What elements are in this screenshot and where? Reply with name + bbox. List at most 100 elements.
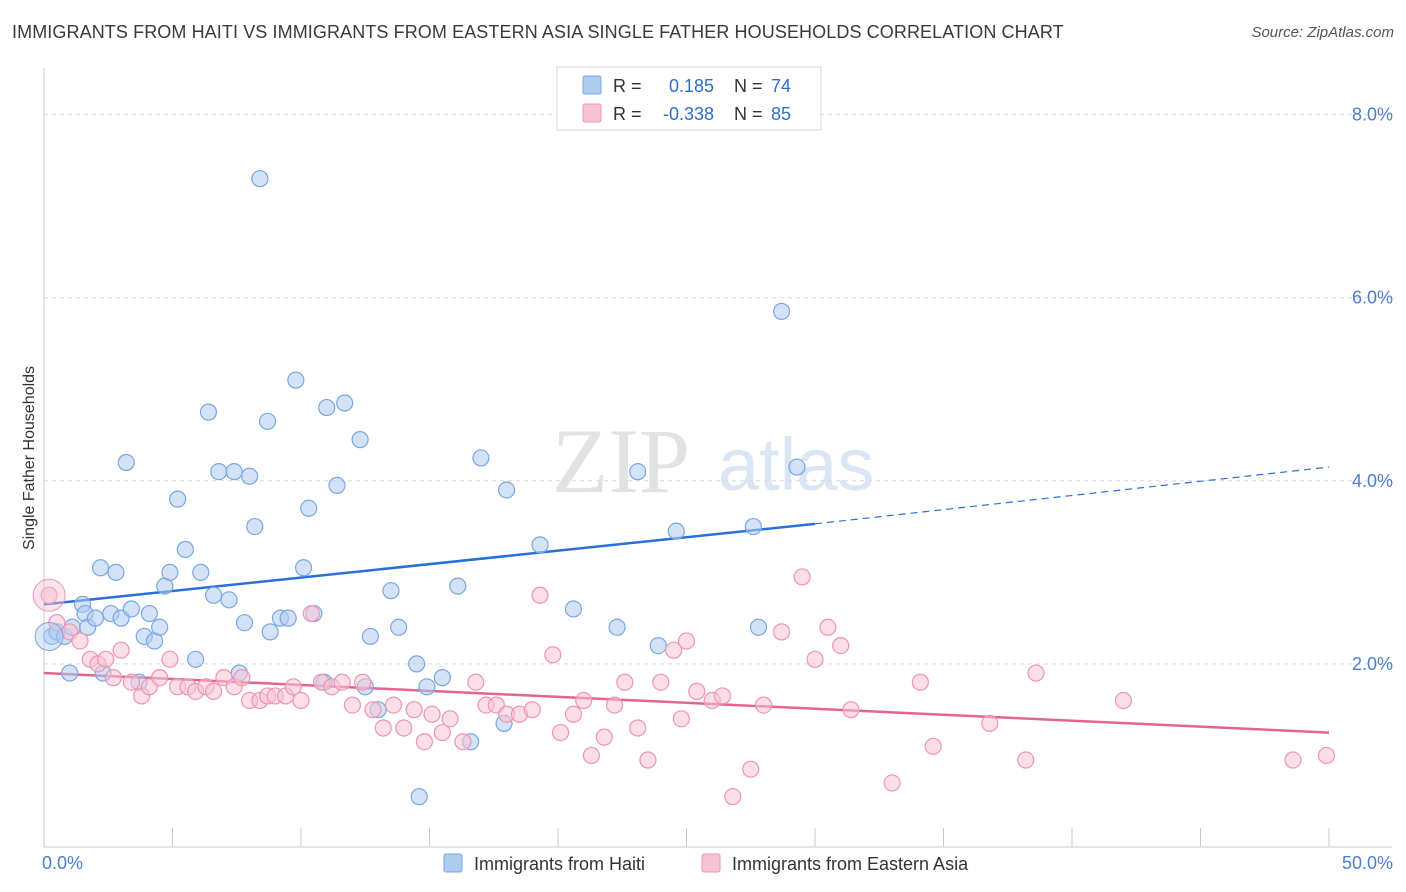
asia-point (544, 646, 562, 664)
x-tick-label: 50.0% (1342, 853, 1393, 873)
haiti-point (225, 463, 243, 481)
haiti-point (246, 517, 264, 536)
asia-point (97, 650, 115, 668)
legend-haiti-n-label: N = (734, 76, 763, 96)
haiti-point (61, 664, 79, 682)
haiti-point (629, 463, 647, 481)
haiti-point (169, 490, 187, 508)
asia-point (343, 696, 361, 714)
legend-haiti-r-value: 0.185 (669, 76, 714, 96)
legend-asia-r-value: -0.338 (663, 104, 714, 124)
haiti-point (749, 618, 768, 636)
bottom-legend-haiti-swatch (443, 853, 463, 873)
legend-asia-n-value: 85 (771, 104, 791, 124)
asia-point (981, 714, 999, 733)
trend-lines (43, 466, 1330, 734)
haiti-point (161, 563, 179, 581)
legend-asia-r-label: R = (613, 104, 642, 124)
asia-point (832, 636, 850, 655)
haiti-point (192, 563, 210, 581)
asia-point (688, 682, 706, 700)
asia-point (415, 733, 433, 751)
legend-haiti-swatch (582, 75, 602, 95)
legend-haiti-r-label: R = (613, 76, 642, 96)
grid (44, 114, 1392, 665)
haiti-point (86, 609, 105, 627)
asia-point (531, 586, 549, 604)
asia-point (433, 723, 451, 742)
haiti-point (667, 522, 685, 540)
correlation-legend: R = 0.185 N = 74 R = -0.338 N = 85 (556, 66, 822, 131)
haiti-point (351, 431, 369, 449)
haiti-point (187, 650, 205, 668)
source-credit: Source: ZipAtlas.com (1251, 24, 1394, 41)
haiti-point (531, 536, 549, 554)
haiti-point (199, 403, 218, 421)
series-legend: Immigrants from Haiti Immigrants from Ea… (443, 853, 969, 874)
asia-point (793, 568, 811, 586)
haiti-point (328, 476, 346, 494)
haiti-point (382, 582, 400, 600)
asia-point (639, 751, 657, 769)
asia-point (629, 719, 647, 737)
asia-point (364, 701, 382, 719)
asia-point (551, 723, 570, 742)
asia-point (575, 691, 593, 710)
haiti-cluster-point (34, 621, 64, 651)
haiti-point (251, 170, 269, 188)
legend-haiti-n-value: 74 (771, 76, 791, 96)
haiti-point (151, 618, 169, 636)
asia-point (742, 760, 760, 778)
asia-point (284, 678, 302, 696)
asia-point (467, 673, 485, 691)
haiti-point (210, 463, 228, 481)
y-tick-label: 4.0% (1352, 471, 1393, 491)
asia-trend-line (43, 671, 1330, 734)
asia-point (713, 687, 732, 705)
y-axis-label: Single Father Households (21, 366, 38, 550)
asia-point (595, 728, 613, 746)
asia-point (523, 701, 541, 719)
asia-point (806, 650, 824, 668)
asia-cluster-point (32, 578, 66, 612)
haiti-point (390, 618, 408, 636)
asia-point (564, 705, 583, 723)
asia-point (582, 746, 601, 765)
haiti-point (472, 449, 490, 467)
haiti-point (241, 467, 259, 485)
haiti-trend-extension (814, 466, 1330, 525)
watermark: ZIP atlas (552, 410, 874, 512)
asia-point (1017, 751, 1035, 769)
haiti-point (220, 591, 238, 609)
haiti-point (235, 614, 254, 632)
haiti-trend-line (43, 522, 816, 606)
asia-point (883, 774, 901, 792)
haiti-point (744, 517, 762, 536)
asia-point (672, 710, 690, 728)
haiti-point (772, 302, 791, 321)
asia-point (754, 696, 773, 714)
asia-point (1284, 751, 1302, 769)
haiti-point (122, 600, 140, 618)
haiti-point (287, 371, 305, 389)
haiti-point (408, 655, 426, 673)
haiti-point (564, 600, 583, 618)
haiti-point (433, 669, 451, 687)
asia-point (1317, 746, 1336, 765)
asia-point (161, 650, 179, 668)
chart-title: IMMIGRANTS FROM HAITI VS IMMIGRANTS FROM… (12, 22, 1064, 42)
haiti-point (176, 540, 194, 559)
asia-point (71, 632, 89, 650)
data-points (32, 170, 1336, 806)
asia-point (652, 673, 670, 691)
asia-point (605, 696, 624, 714)
asia-point (112, 641, 130, 659)
haiti-point (361, 627, 379, 646)
haiti-point (107, 563, 125, 581)
haiti-point (449, 577, 467, 595)
asia-point (924, 737, 942, 755)
asia-point (819, 618, 837, 636)
haiti-point (336, 394, 354, 412)
asia-point (233, 669, 251, 687)
